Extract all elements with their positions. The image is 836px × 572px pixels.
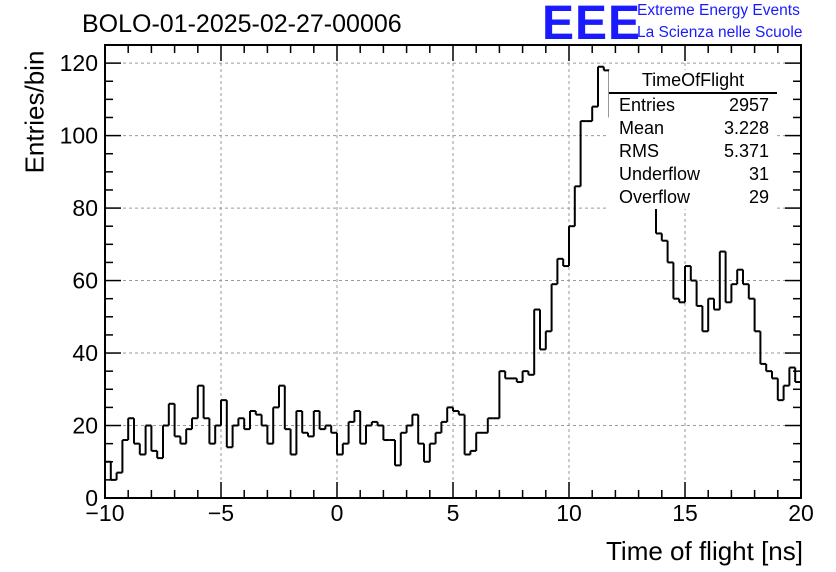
x-tick-label: −5 <box>208 500 234 526</box>
y-tick-label: 120 <box>60 50 98 76</box>
stats-label: Overflow <box>619 187 691 207</box>
y-tick-label: 80 <box>72 195 98 221</box>
y-tick-label: 60 <box>72 268 98 294</box>
logo-subtitle-line2: La Scienza nelle Scuole <box>637 24 803 41</box>
y-tick-label: 100 <box>60 123 98 149</box>
x-tick-label: 5 <box>447 500 460 526</box>
x-tick-label: 10 <box>556 500 582 526</box>
x-tick-label: 0 <box>331 500 344 526</box>
stats-label: Mean <box>619 118 665 138</box>
x-tick-label: 20 <box>788 500 814 526</box>
stats-row-rms: RMS 5.371 <box>609 140 777 163</box>
stats-value: 29 <box>748 187 769 207</box>
stats-row-overflow: Overflow 29 <box>609 186 777 209</box>
stats-row-underflow: Underflow 31 <box>609 163 777 186</box>
stats-value: 2957 <box>728 95 769 115</box>
eee-logo: EEE <box>542 0 642 50</box>
y-axis-label: Entries/bin <box>19 50 50 174</box>
stats-row-mean: Mean 3.228 <box>609 117 777 140</box>
stats-title: TimeOfFlight <box>609 70 777 94</box>
logo-subtitle-line1: Extreme Energy Events <box>637 2 800 19</box>
y-tick-label: 20 <box>72 413 98 439</box>
stats-value: 3.228 <box>723 118 769 138</box>
statistics-box: TimeOfFlight Entries 2957 Mean 3.228 RMS… <box>609 70 777 209</box>
stats-label: Entries <box>619 95 676 115</box>
stats-value: 31 <box>748 164 769 184</box>
stats-value: 5.371 <box>723 141 769 161</box>
run-title: BOLO-01-2025-02-27-00006 <box>82 10 402 38</box>
x-axis-label: Time of flight [ns] <box>606 536 803 566</box>
stats-label: RMS <box>619 141 659 161</box>
stats-row-entries: Entries 2957 <box>609 94 777 117</box>
x-tick-label: −10 <box>85 500 124 526</box>
stats-label: Underflow <box>619 164 701 184</box>
x-tick-label: 15 <box>672 500 698 526</box>
y-tick-label: 0 <box>85 485 98 511</box>
y-tick-label: 40 <box>72 340 98 366</box>
